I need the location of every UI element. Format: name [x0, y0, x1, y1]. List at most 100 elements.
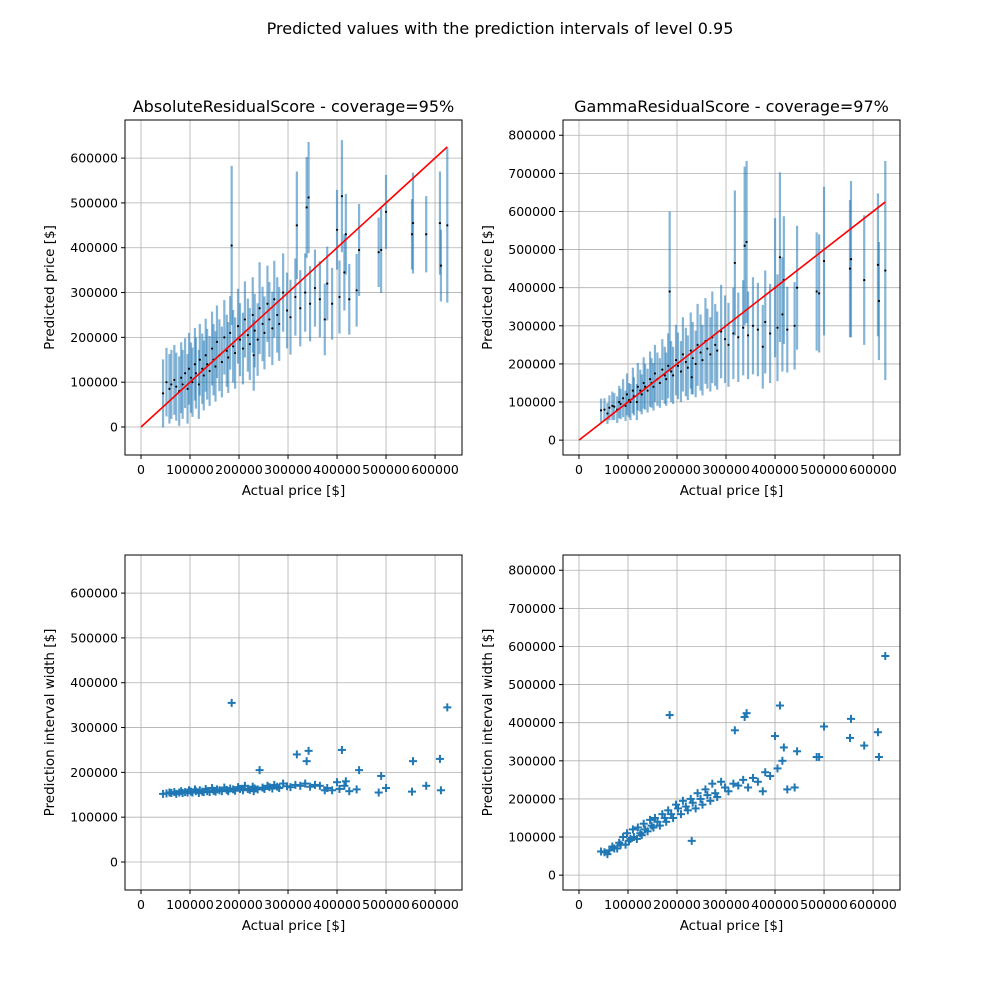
plus-marker [753, 777, 762, 786]
data-point [187, 367, 191, 370]
plus-marker [691, 804, 700, 813]
y-tick-label: 200000 [508, 791, 556, 806]
x-axis-label: Actual price [$] [242, 918, 346, 934]
data-point [215, 340, 219, 343]
plus-marker [227, 698, 236, 707]
data-point [204, 354, 207, 357]
plus-marker [623, 829, 632, 838]
plus-marker [673, 804, 682, 813]
plus-marker [374, 788, 383, 797]
axes-frame [124, 554, 463, 891]
data-point [438, 221, 442, 225]
data-point [285, 309, 289, 312]
y-tick-label: 100000 [508, 830, 556, 845]
data-point [746, 334, 750, 337]
y-tick-label: 300000 [70, 285, 118, 300]
plus-marker [734, 781, 743, 790]
identity-line [140, 146, 448, 428]
data-point [343, 271, 346, 274]
data-point [278, 322, 281, 326]
plus-marker [758, 787, 767, 796]
data-point [210, 347, 214, 350]
data-point [611, 404, 614, 407]
data-marks [597, 651, 890, 859]
data-point [795, 286, 799, 289]
y-axis-label: Prediction interval width [$] [42, 629, 58, 817]
data-point [670, 370, 673, 373]
plus-marker [355, 766, 364, 775]
x-tick-label: 500000 [800, 462, 848, 477]
data-point [227, 356, 230, 359]
data-point [256, 338, 259, 341]
data-point [181, 383, 184, 386]
plus-marker [708, 779, 717, 788]
data-point [690, 376, 693, 379]
data-point [733, 261, 736, 265]
data-point [691, 357, 694, 360]
plus-marker [315, 781, 324, 790]
data-point [689, 349, 692, 352]
identity-line [578, 201, 886, 441]
data-point [648, 378, 652, 381]
y-tick-label: 0 [548, 433, 556, 448]
subplot-absolute-width: 0 100000 200000 300000 400000 500000 600000010… [42, 554, 463, 934]
data-point [214, 365, 217, 368]
data-point [714, 343, 717, 346]
data-point [271, 327, 274, 330]
y-tick-label: 400000 [508, 280, 556, 295]
data-point [326, 282, 329, 285]
plus-marker [302, 757, 311, 766]
y-tick-label: 100000 [508, 395, 556, 410]
data-point [243, 318, 246, 321]
data-point [699, 351, 702, 354]
data-point [198, 358, 201, 361]
x-tick-label: 600000 [411, 897, 459, 912]
plus-marker [873, 728, 882, 737]
data-point [636, 385, 639, 388]
data-point [338, 295, 341, 299]
data-point [165, 381, 168, 384]
subplot-title: AbsoluteResidualScore - coverage=95% [133, 97, 455, 116]
data-point [340, 195, 344, 198]
plus-marker [286, 783, 295, 792]
plus-marker [874, 752, 883, 761]
data-point [884, 269, 887, 272]
data-point [679, 370, 683, 373]
plus-marker [742, 709, 751, 718]
plus-marker [306, 782, 315, 791]
data-point [251, 313, 254, 317]
plus-marker [253, 785, 262, 794]
y-tick-label: 200000 [70, 330, 118, 345]
data-point [253, 329, 256, 332]
data-point [618, 400, 621, 404]
data-point [173, 378, 176, 382]
plus-marker [687, 836, 696, 845]
plus-marker [436, 786, 445, 795]
data-point [289, 316, 292, 319]
plus-marker [377, 771, 386, 780]
plus-marker [341, 777, 350, 786]
plus-marker [665, 711, 674, 720]
y-tick-label: 700000 [508, 166, 556, 181]
y-tick-label: 300000 [508, 753, 556, 768]
plus-marker [793, 747, 802, 756]
x-axis-label: Actual price [$] [680, 918, 784, 934]
data-point [706, 347, 709, 350]
plus-marker [660, 813, 669, 822]
plus-marker [292, 750, 301, 759]
data-point [411, 221, 415, 225]
data-marks [578, 160, 887, 441]
plus-marker [408, 787, 417, 796]
x-tick-label: 500000 [800, 897, 848, 912]
data-point [876, 263, 880, 266]
grid [125, 555, 462, 890]
data-marks [159, 698, 452, 798]
plus-marker [340, 781, 349, 790]
plus-marker [408, 757, 417, 766]
data-point [776, 326, 779, 329]
x-tick-label: 0 [575, 897, 583, 912]
x-tick-label: 600000 [849, 462, 897, 477]
data-point [603, 408, 606, 411]
plus-marker [633, 823, 642, 832]
data-point [606, 412, 609, 415]
